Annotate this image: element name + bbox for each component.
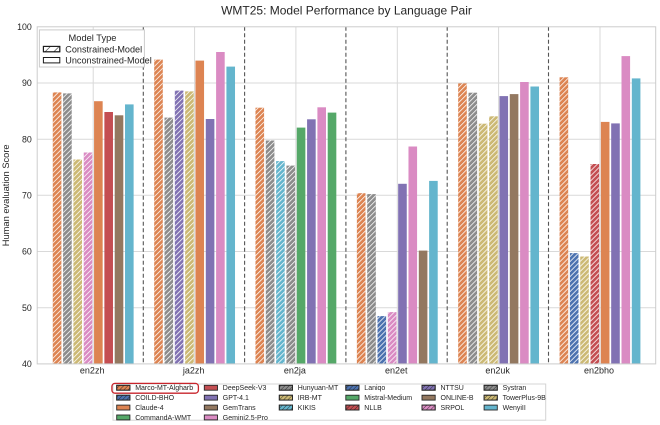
svg-text:CommandA-WMT: CommandA-WMT — [135, 415, 192, 422]
svg-text:Human evaluation Score: Human evaluation Score — [1, 144, 11, 246]
svg-text:50: 50 — [22, 303, 32, 313]
svg-text:80: 80 — [22, 134, 32, 144]
svg-text:COILD-BHO: COILD-BHO — [135, 395, 174, 402]
svg-text:Gemini2.5-Pro: Gemini2.5-Pro — [223, 415, 268, 422]
svg-text:GemTrans: GemTrans — [223, 405, 256, 412]
svg-text:GPT-4.1: GPT-4.1 — [223, 395, 249, 402]
svg-text:Laniqo: Laniqo — [364, 385, 385, 392]
svg-text:IRB-MT: IRB-MT — [298, 395, 323, 402]
svg-text:Marco-MT-Algharb: Marco-MT-Algharb — [135, 385, 193, 392]
svg-text:WenyiII: WenyiII — [503, 405, 526, 412]
svg-text:Hunyuan-MT: Hunyuan-MT — [298, 385, 339, 392]
svg-text:WMT25: Model Performance by La: WMT25: Model Performance by Language Pai… — [221, 4, 472, 18]
svg-text:TowerPlus-9B: TowerPlus-9B — [503, 395, 547, 402]
svg-text:ONLINE-B: ONLINE-B — [441, 395, 474, 402]
svg-text:90: 90 — [22, 78, 32, 88]
svg-text:70: 70 — [22, 190, 32, 200]
svg-text:NLLB: NLLB — [364, 405, 382, 412]
svg-text:Systran: Systran — [503, 385, 527, 392]
svg-text:Constrained-Model: Constrained-Model — [65, 44, 142, 54]
svg-text:SRPOL: SRPOL — [441, 405, 465, 412]
svg-text:60: 60 — [22, 247, 32, 257]
svg-text:40: 40 — [22, 359, 32, 369]
svg-text:Model Type: Model Type — [69, 33, 117, 43]
svg-text:KIKIS: KIKIS — [298, 405, 316, 412]
svg-text:Unconstrained-Model: Unconstrained-Model — [65, 55, 151, 65]
svg-text:NTTSU: NTTSU — [441, 385, 464, 392]
svg-text:100: 100 — [17, 22, 32, 32]
svg-text:en2zh: en2zh — [80, 366, 105, 376]
svg-text:en2uk: en2uk — [485, 366, 510, 376]
svg-text:Claude-4: Claude-4 — [135, 405, 164, 412]
svg-text:en2bho: en2bho — [584, 366, 614, 376]
svg-text:DeepSeek-V3: DeepSeek-V3 — [223, 385, 267, 392]
svg-text:en2et: en2et — [385, 366, 408, 376]
svg-text:en2ja: en2ja — [284, 366, 306, 376]
svg-text:ja2zh: ja2zh — [182, 366, 205, 376]
svg-text:Mistral-Medium: Mistral-Medium — [364, 395, 412, 402]
